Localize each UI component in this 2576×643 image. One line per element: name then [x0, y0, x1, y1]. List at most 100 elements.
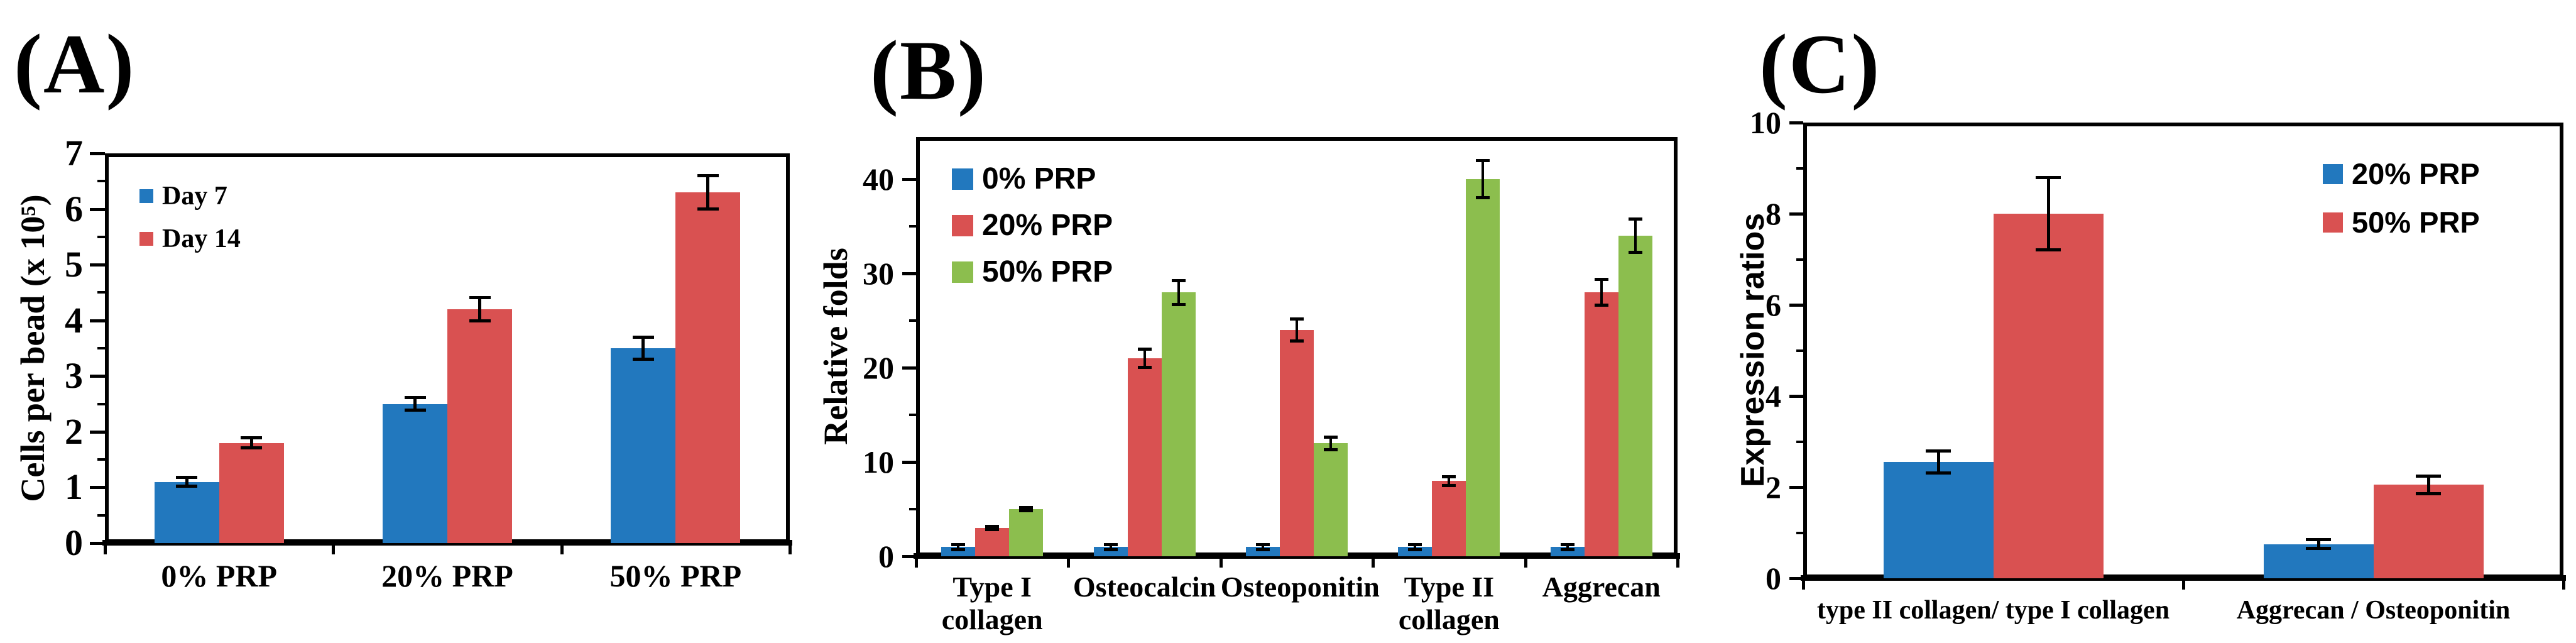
bar-20-prp-type-ii-collagen [1432, 481, 1466, 556]
b-ytick-0 [902, 555, 916, 558]
a-xtick-0 [104, 543, 107, 554]
a-ytick-label-2: 2 [65, 410, 83, 452]
b-ytick-30 [902, 272, 916, 276]
c-ytick-10 [1789, 121, 1803, 124]
legend-item-a-day-14: Day 14 [162, 224, 241, 253]
bar-day-14-50-prp [675, 192, 741, 543]
panel-c-label: (C) [1759, 18, 1881, 111]
b-xtick-1 [1067, 556, 1071, 568]
panel-b-label: (B) [870, 24, 987, 118]
errorbar-20-prp-type-ii-collagen-type-i-collagen-bottom [1926, 471, 1951, 475]
b-category-type-ii-collagen: Type II collagen [1398, 571, 1500, 635]
b-category-osteoponitin: Osteoponitin [1220, 571, 1380, 603]
errorbar-0-prp-osteocalcin-top [1103, 542, 1118, 546]
errorbar-0-prp-type-ii-collagen [1414, 544, 1417, 550]
errorbar-0-prp-aggrecan-bottom [1560, 547, 1575, 551]
errorbar-day-14-0-prp [249, 437, 253, 449]
bar-50-prp-type-ii-collagen [1466, 179, 1500, 556]
errorbar-50-prp-osteoponitin-top [1324, 435, 1338, 439]
errorbar-day-14-50-prp-top [697, 173, 719, 177]
errorbar-20-prp-osteocalcin-top [1137, 348, 1152, 351]
c-ytick-label-4: 4 [1766, 378, 1781, 414]
errorbar-0-prp-type-i-collagen [957, 544, 960, 550]
bar-day-7-50-prp [611, 348, 676, 543]
legend-item-b-20-prp: 20% PRP [982, 208, 1113, 242]
errorbar-50-prp-type-ii-collagen [1482, 160, 1485, 199]
errorbar-day-7-0-prp-bottom [176, 484, 198, 488]
errorbar-day-7-20-prp [413, 397, 417, 411]
errorbar-50-prp-osteocalcin-bottom [1171, 302, 1186, 306]
errorbar-50-prp-type-ii-collagen-top [1476, 159, 1490, 163]
errorbar-20-prp-aggrecan-osteoponitin-bottom [2306, 546, 2331, 550]
b-yminortick [909, 225, 916, 228]
a-ytick-label-5: 5 [65, 244, 83, 285]
a-category-50-prp: 50% PRP [609, 558, 742, 593]
c-xtick-1 [2182, 578, 2185, 590]
errorbar-50-prp-type-ii-collagen-bottom [1476, 196, 1490, 200]
errorbar-20-prp-type-i-collagen-bottom [985, 528, 1000, 532]
panel-a-label: (A) [14, 18, 136, 111]
a-yminortick [97, 180, 105, 183]
b-ytick-label-10: 10 [863, 444, 894, 480]
errorbar-20-prp-aggrecan-osteoponitin-top [2306, 538, 2331, 542]
a-ytick-label-7: 7 [65, 132, 83, 173]
a-ytick-label-0: 0 [65, 522, 83, 563]
c-category-type-ii-collagen-type-i-collagen: type II collagen/ type I collagen [1816, 596, 2170, 625]
errorbar-0-prp-type-i-collagen-bottom [951, 547, 966, 551]
b-ytick-10 [902, 461, 916, 464]
legend-item-a-day-7: Day 7 [162, 181, 227, 211]
c-ytick-label-8: 8 [1766, 196, 1781, 231]
c-ytick-2 [1789, 486, 1803, 489]
a-ytick-label-3: 3 [65, 355, 83, 397]
bar-50-prp-type-i-collagen [1009, 509, 1044, 556]
errorbar-20-prp-type-i-collagen-top [985, 525, 1000, 529]
errorbar-0-prp-osteoponitin [1262, 544, 1264, 550]
errorbar-20-prp-type-ii-collagen-top [1442, 475, 1456, 478]
b-yminortick [909, 508, 916, 511]
a-ytick-3 [90, 375, 105, 378]
c-ytick-label-2: 2 [1766, 470, 1781, 505]
errorbar-day-7-20-prp-bottom [404, 409, 426, 412]
a-yminortick [97, 235, 105, 238]
c-yminortick [1796, 531, 1803, 534]
errorbar-0-prp-osteoponitin-bottom [1256, 547, 1270, 551]
errorbar-20-prp-aggrecan-top [1594, 278, 1608, 282]
a-ytick-label-4: 4 [65, 299, 83, 341]
errorbar-20-prp-osteocalcin [1143, 349, 1146, 368]
errorbar-day-7-50-prp [641, 337, 645, 360]
errorbar-day-14-0-prp-top [241, 436, 263, 439]
bar-50-prp-aggrecan-osteoponitin [2373, 485, 2484, 578]
b-xtick-5 [1676, 556, 1679, 568]
errorbar-20-prp-osteoponitin [1296, 319, 1298, 342]
bar-0-prp-osteoponitin [1246, 547, 1280, 556]
bar-day-14-20-prp [447, 309, 512, 543]
bar-20-prp-type-ii-collagen-type-i-collagen [1883, 462, 1994, 578]
errorbar-50-prp-type-ii-collagen-type-i-collagen-top [2036, 176, 2061, 179]
a-ytick-4 [90, 319, 105, 322]
a-category-20-prp: 20% PRP [381, 558, 513, 593]
a-yminortick [97, 291, 105, 294]
errorbar-day-7-50-prp-bottom [632, 357, 654, 361]
b-xtick-0 [915, 556, 918, 568]
errorbar-50-prp-aggrecan-top [1628, 217, 1642, 221]
b-ytick-label-30: 30 [863, 256, 894, 292]
errorbar-20-prp-aggrecan-bottom [1594, 304, 1608, 307]
a-yminortick [97, 458, 105, 461]
b-yminortick [909, 319, 916, 322]
a-ytick-7 [90, 152, 105, 155]
bar-0-prp-osteocalcin [1093, 547, 1128, 556]
errorbar-0-prp-type-ii-collagen-top [1408, 542, 1422, 546]
a-yminortick [97, 402, 105, 405]
c-ytick-label-6: 6 [1766, 287, 1781, 322]
errorbar-day-14-50-prp-bottom [697, 207, 719, 211]
c-ytick-4 [1789, 395, 1803, 398]
errorbar-0-prp-osteocalcin [1109, 544, 1112, 550]
bar-day-7-0-prp [154, 481, 219, 543]
c-ytick-0 [1789, 577, 1803, 580]
errorbar-20-prp-osteoponitin-top [1290, 317, 1304, 321]
b-ytick-label-40: 40 [863, 162, 894, 197]
c-ytick-8 [1789, 212, 1803, 216]
errorbar-20-prp-type-ii-collagen-type-i-collagen [1936, 451, 1940, 474]
errorbar-day-7-0-prp-top [176, 476, 198, 480]
b-xtick-4 [1524, 556, 1527, 568]
